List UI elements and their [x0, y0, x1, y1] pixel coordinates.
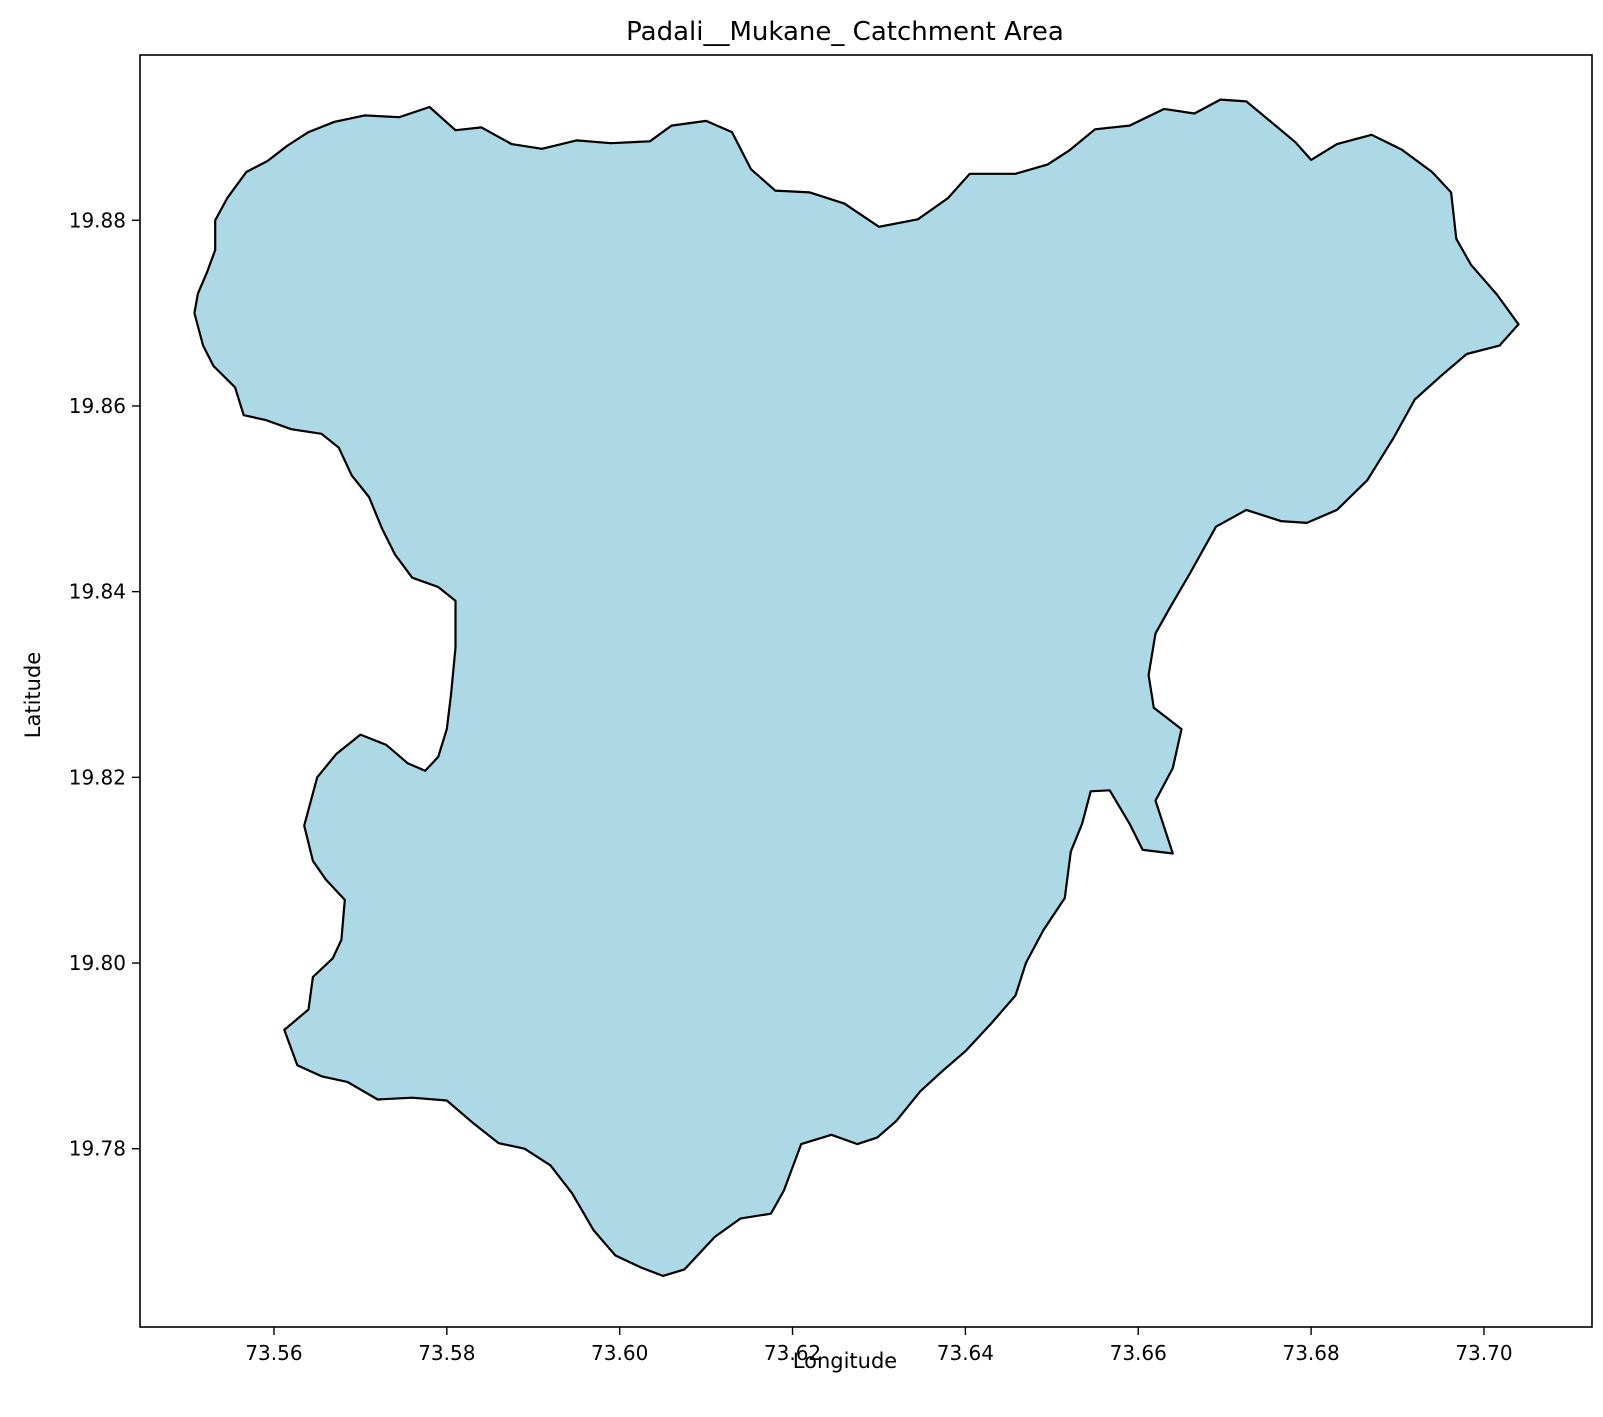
y-tick-label: 19.84 [69, 580, 126, 604]
axes-frame [139, 54, 1593, 1328]
y-axis-label: Latitude [21, 652, 45, 738]
y-tick-label: 19.78 [69, 1137, 126, 1161]
y-tick-label: 19.82 [69, 765, 126, 789]
x-axis-label: Longitude [793, 1349, 897, 1373]
chart-title: Padali__Mukane_ Catchment Area [626, 17, 1064, 47]
x-tick-label: 73.58 [418, 1341, 475, 1365]
x-tick-label: 73.66 [1110, 1341, 1167, 1365]
catchment-polygon [193, 98, 1520, 1277]
plot-area [139, 54, 1593, 1328]
x-tick-label: 73.56 [245, 1341, 302, 1365]
x-tick-label: 73.60 [591, 1341, 648, 1365]
x-axis-ticks: 73.56 73.58 73.60 73.62 73.64 73.66 73.68 73.70 [245, 1327, 1513, 1365]
y-axis-ticks: 19.78 19.80 19.82 19.84 19.86 19.88 [69, 208, 140, 1161]
x-tick-label: 73.70 [1455, 1341, 1512, 1365]
y-tick-label: 19.86 [69, 394, 126, 418]
y-tick-label: 19.80 [69, 951, 126, 975]
x-tick-label: 73.68 [1282, 1341, 1339, 1365]
x-tick-label: 73.62 [764, 1341, 821, 1365]
x-tick-label: 73.64 [937, 1341, 994, 1365]
y-tick-label: 19.88 [69, 208, 126, 232]
